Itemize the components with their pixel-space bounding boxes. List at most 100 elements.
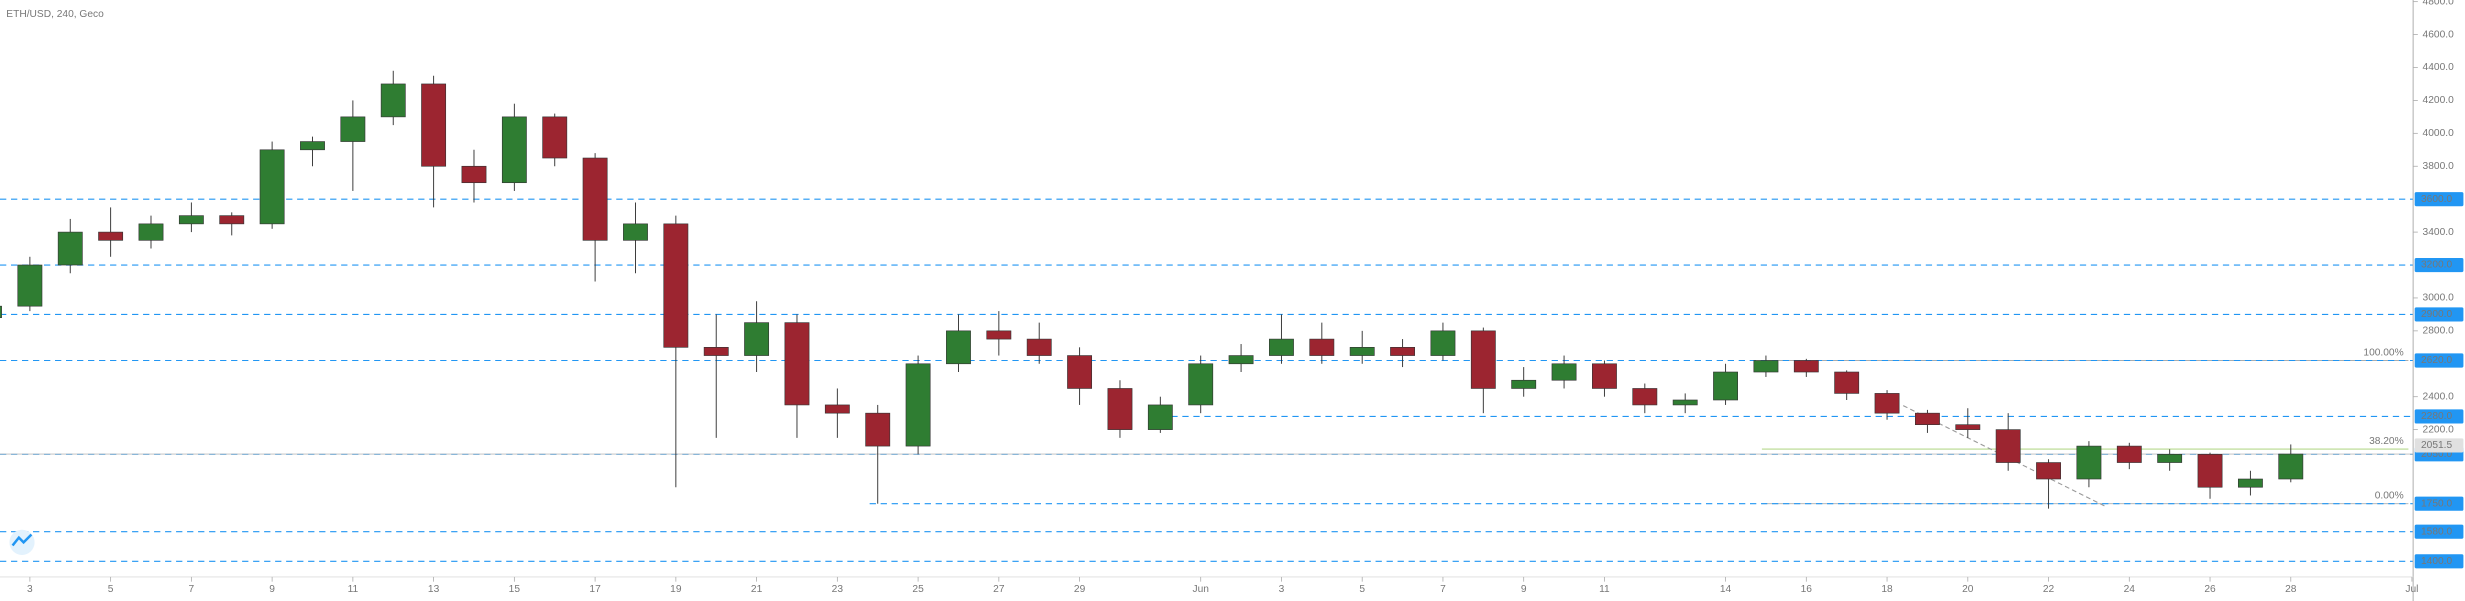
candle-body xyxy=(542,116,568,159)
level-tag xyxy=(2414,409,2464,424)
candle-body xyxy=(300,141,325,151)
fib-label: 100.00% xyxy=(2363,347,2403,358)
y-tick-label: 3400.0 xyxy=(2423,227,2455,238)
candle-body xyxy=(1390,347,1416,356)
y-tick-label: 4800.0 xyxy=(2423,0,2455,7)
candle-body xyxy=(1551,363,1577,381)
fib-label: 0.00% xyxy=(2375,491,2404,502)
candle-body xyxy=(421,83,447,167)
x-tick-label: 7 xyxy=(189,584,195,595)
candle-body xyxy=(1793,360,1819,373)
candle-body xyxy=(1349,347,1375,356)
candle-body xyxy=(501,116,527,184)
candle-body xyxy=(865,412,891,447)
candle-body xyxy=(744,322,770,356)
candle-body xyxy=(219,215,245,225)
candle-body xyxy=(1753,360,1779,373)
x-tick-label: 17 xyxy=(589,584,601,595)
candle-body xyxy=(380,83,406,118)
y-tick-label: 4400.0 xyxy=(2423,62,2455,73)
fib-label: 38.20% xyxy=(2369,436,2404,447)
candle-body xyxy=(0,305,2,319)
candle-body xyxy=(2157,454,2183,463)
candle-body xyxy=(905,363,931,447)
x-tick-label: 22 xyxy=(2043,584,2055,595)
x-tick-label: 25 xyxy=(912,584,924,595)
candle-body xyxy=(1955,424,1981,430)
candle-body xyxy=(824,404,850,414)
candle-body xyxy=(1309,338,1335,356)
last-price-tag xyxy=(2414,438,2464,453)
x-tick-label: 15 xyxy=(509,584,521,595)
level-label: 2620.0 xyxy=(2421,355,2453,366)
x-tick-label: 18 xyxy=(1881,584,1893,595)
candle-body xyxy=(57,231,83,266)
x-tick-label: 7 xyxy=(1440,584,1446,595)
level-tag xyxy=(2414,554,2464,569)
candle-body xyxy=(2116,445,2142,463)
level-tag xyxy=(2414,307,2464,322)
level-tag xyxy=(2414,353,2464,368)
candle-body xyxy=(1430,330,1456,356)
x-tick-label: 21 xyxy=(751,584,763,595)
y-tick-label: 4000.0 xyxy=(2423,128,2455,139)
x-tick-label: 11 xyxy=(348,584,359,595)
candle-body xyxy=(986,330,1012,340)
plot-area: 100.00% 38.20% 0.00% xyxy=(0,70,2414,562)
candle-body xyxy=(1672,399,1698,406)
candle-body xyxy=(703,347,729,356)
x-tick-label: 5 xyxy=(1359,584,1365,595)
candle-body xyxy=(461,165,487,184)
candle-body xyxy=(582,157,608,241)
candle-body xyxy=(784,322,810,406)
candle-body xyxy=(1592,363,1617,389)
y-tick-label: 2400.0 xyxy=(2423,391,2455,402)
x-tick-label: 28 xyxy=(2285,584,2297,595)
last-price-label: 2051.5 xyxy=(2421,440,2453,451)
candle-body xyxy=(623,223,648,241)
candle-body xyxy=(259,149,285,225)
x-tick-label: 19 xyxy=(670,584,682,595)
candle-body xyxy=(1874,393,1900,414)
candle-body xyxy=(2036,462,2061,480)
level-label: 1400.0 xyxy=(2421,556,2453,567)
candle-body xyxy=(98,231,124,241)
level-label: 1750.0 xyxy=(2421,498,2453,509)
x-tick-label: 24 xyxy=(2124,584,2136,595)
level-label: 2280.0 xyxy=(2421,411,2453,422)
level-label: 1580.0 xyxy=(2421,526,2453,537)
y-tick-label: 4600.0 xyxy=(2423,29,2455,40)
candle-body xyxy=(138,223,164,241)
x-tick-label: 23 xyxy=(832,584,844,595)
x-tick-label: 14 xyxy=(1720,584,1732,595)
x-tick-label: 13 xyxy=(428,584,440,595)
candle-body xyxy=(340,116,366,142)
y-tick-label: 4200.0 xyxy=(2423,95,2455,106)
candle-body xyxy=(2197,454,2223,488)
candle-body xyxy=(2237,478,2263,488)
chart-title: ETH/USD, 240, Geco xyxy=(6,9,104,20)
x-tick-label: 20 xyxy=(1962,584,1974,595)
candle-body xyxy=(1107,388,1133,430)
y-tick-label: 2200.0 xyxy=(2423,424,2455,435)
x-tick-label: 26 xyxy=(2204,584,2216,595)
x-tick-label: 5 xyxy=(108,584,114,595)
candle-body xyxy=(17,264,43,307)
level-tag xyxy=(2414,496,2464,511)
candle-body xyxy=(1834,371,1860,394)
candle-body xyxy=(1188,363,1214,406)
y-tick-label: 3000.0 xyxy=(2423,293,2455,304)
y-tick-label: 3800.0 xyxy=(2423,161,2455,172)
candle-body xyxy=(1228,355,1254,365)
candle-body xyxy=(1470,330,1496,389)
x-tick-label: Jun xyxy=(1192,584,1209,595)
candle-body xyxy=(1915,412,1940,426)
level-label: 2050.0 xyxy=(2421,449,2453,460)
candle-body xyxy=(946,330,971,365)
x-tick-label: 3 xyxy=(1279,584,1285,595)
level-label: 3600.0 xyxy=(2421,194,2453,205)
candle-body xyxy=(1995,429,2021,463)
